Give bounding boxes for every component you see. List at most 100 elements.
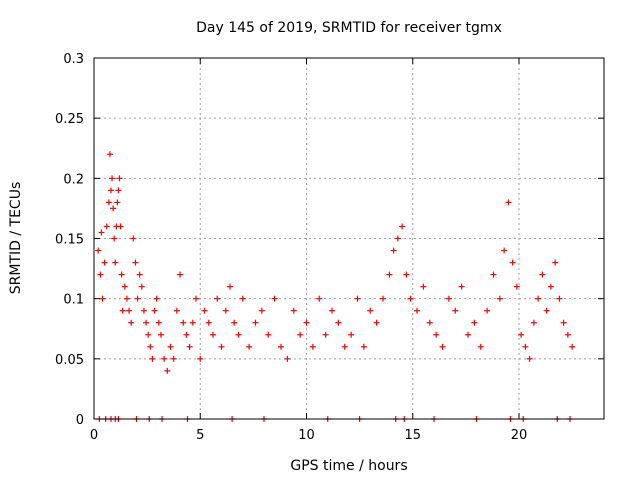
data-point: [465, 331, 471, 338]
data-point: [99, 295, 106, 302]
data-point: [252, 319, 259, 326]
data-point: [117, 223, 124, 230]
data-point: [138, 283, 145, 290]
data-point: [164, 367, 171, 374]
data-point: [114, 199, 121, 206]
data-point: [278, 343, 284, 350]
y-tick-label: 0.2: [63, 172, 84, 187]
data-point: [394, 235, 401, 242]
data-point: [407, 295, 414, 302]
y-tick-label: 0.25: [55, 112, 84, 127]
data-point: [239, 295, 246, 302]
data-point: [490, 271, 497, 278]
data-point: [560, 319, 567, 326]
data-point: [95, 247, 102, 254]
data-point: [134, 295, 141, 302]
data-point: [390, 247, 397, 254]
data-point: [501, 247, 508, 254]
data-point: [445, 295, 452, 302]
y-axis-label: SRMTID / TECUs: [8, 182, 24, 295]
data-point: [155, 319, 162, 326]
data-point: [258, 307, 265, 314]
data-point: [161, 355, 168, 362]
data-point: [210, 331, 216, 338]
x-tick-label: 10: [298, 428, 315, 443]
data-point: [105, 199, 112, 206]
data-point: [218, 343, 225, 350]
y-tick-label: 0.3: [63, 52, 84, 67]
data-point: [145, 331, 152, 338]
data-point: [180, 319, 187, 326]
chart-title: Day 145 of 2019, SRMTID for receiver tgm…: [196, 20, 502, 36]
data-point: [403, 271, 410, 278]
data-point: [177, 271, 184, 278]
y-tick-label: 0.15: [55, 233, 84, 248]
data-point: [271, 295, 278, 302]
data-point: [303, 319, 310, 326]
data-point: [329, 307, 335, 314]
data-point: [132, 259, 139, 266]
data-point: [110, 205, 117, 212]
data-point: [136, 271, 143, 278]
data-point: [297, 331, 304, 338]
data-point: [564, 331, 571, 338]
data-point: [518, 331, 525, 338]
data-point: [380, 295, 386, 302]
data-point: [103, 223, 110, 230]
data-point: [235, 331, 242, 338]
data-point: [414, 307, 420, 314]
data-point: [170, 355, 177, 362]
data-point: [265, 331, 272, 338]
data-point: [205, 319, 212, 326]
data-point: [522, 343, 529, 350]
data-point: [335, 319, 342, 326]
data-point: [552, 259, 559, 266]
data-point: [316, 295, 323, 302]
data-point: [505, 199, 512, 206]
data-point: [484, 307, 491, 314]
data-point: [201, 307, 208, 314]
data-point: [222, 307, 229, 314]
data-point: [452, 307, 459, 314]
data-point: [386, 271, 393, 278]
x-tick-label: 15: [404, 428, 421, 443]
data-point: [214, 295, 221, 302]
data-point: [112, 259, 119, 266]
data-point: [116, 175, 123, 182]
data-point: [399, 223, 406, 230]
data-point: [509, 259, 516, 266]
data-point: [341, 343, 348, 350]
data-point: [118, 271, 125, 278]
x-tick-label: 0: [90, 428, 98, 443]
data-point: [197, 355, 204, 362]
data-point: [284, 355, 291, 362]
data-point: [130, 235, 137, 242]
data-point: [530, 319, 537, 326]
data-points: [95, 151, 576, 422]
data-point: [108, 187, 114, 194]
data-point: [126, 307, 133, 314]
data-point: [121, 283, 128, 290]
data-point: [193, 295, 199, 302]
data-point: [111, 235, 118, 242]
data-point: [348, 331, 355, 338]
data-point: [140, 307, 147, 314]
data-point: [153, 295, 160, 302]
data-point: [513, 283, 520, 290]
y-tick-label: 0.1: [63, 293, 84, 308]
data-point: [426, 319, 433, 326]
data-point: [106, 151, 113, 158]
data-point: [128, 319, 135, 326]
data-point: [97, 271, 104, 278]
data-point: [496, 295, 503, 302]
data-point: [246, 343, 253, 350]
data-point: [157, 331, 164, 338]
data-point: [186, 343, 193, 350]
data-point: [439, 343, 446, 350]
data-point: [231, 319, 238, 326]
data-point: [183, 331, 190, 338]
data-point: [101, 259, 108, 266]
data-point: [477, 343, 484, 350]
x-tick-label: 5: [196, 428, 204, 443]
